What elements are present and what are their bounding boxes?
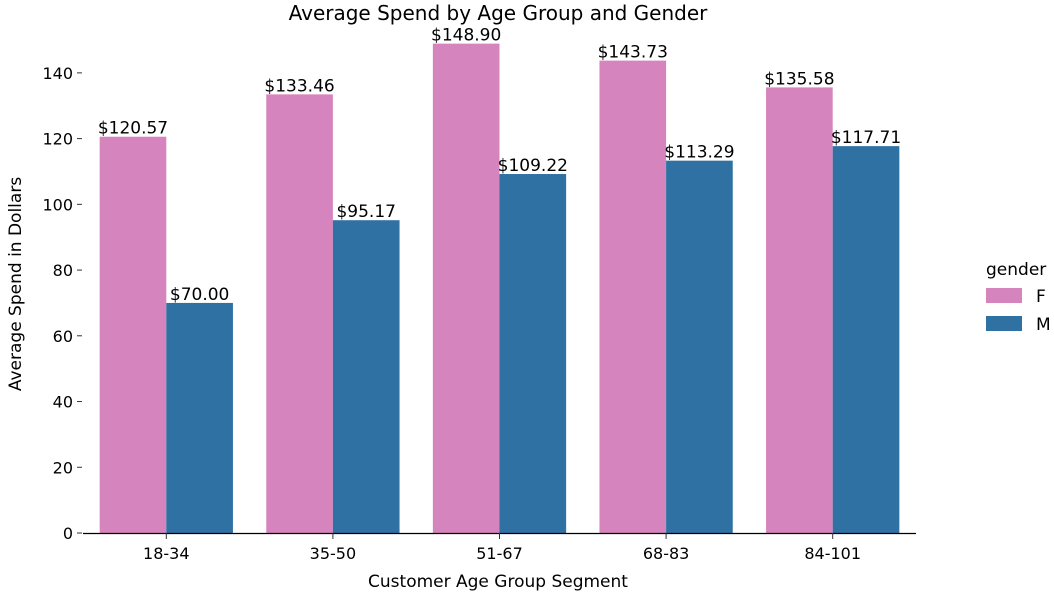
data-label-m-84-101: $117.71 [831, 128, 901, 148]
chart-title: Average Spend by Age Group and Gender [289, 1, 709, 25]
data-label-m-51-67: $109.22 [498, 156, 568, 176]
bar-f-18-34 [99, 136, 167, 534]
x-axis-title: Customer Age Group Segment [368, 572, 628, 592]
bar-m-35-50 [332, 220, 400, 533]
data-label-f-84-101: $135.58 [764, 69, 834, 89]
y-axis: 0 20 40 60 80 100 120 140 [42, 64, 82, 543]
bar-f-84-101 [766, 87, 833, 533]
bar-f-51-67 [432, 43, 500, 534]
y-tick-label: 100 [42, 195, 73, 214]
legend: gender FM [986, 260, 1051, 335]
y-tick-label: 120 [42, 130, 73, 149]
y-tick-label: 0 [63, 524, 73, 543]
x-tick-label: 68-83 [643, 544, 690, 563]
x-tick-label: 84-101 [804, 544, 861, 563]
legend-label-f: F [1036, 287, 1046, 307]
y-tick-label: 20 [53, 458, 73, 477]
bar-f-68-83 [599, 60, 667, 534]
x-tick-label: 51-67 [476, 544, 523, 563]
data-label-m-18-34: $70.00 [170, 285, 229, 305]
x-tick-label: 35-50 [310, 544, 357, 563]
bar-m-18-34 [166, 302, 233, 533]
bars: $120.57 $133.46 $148.90 $143.73 $135.58 $70.0… [98, 26, 901, 534]
data-label-m-68-83: $113.29 [664, 143, 734, 163]
y-tick-label: 60 [53, 327, 73, 346]
data-label-f-18-34: $120.57 [98, 119, 168, 139]
bar-m-51-67 [499, 174, 567, 533]
legend-swatch-f [986, 288, 1022, 303]
y-tick-label: 80 [53, 261, 73, 280]
x-axis: 18-34 35-50 51-67 68-83 84-101 [83, 532, 916, 563]
data-label-m-35-50: $95.17 [336, 202, 395, 222]
bar-m-84-101 [832, 146, 900, 533]
y-tick-label: 40 [53, 393, 73, 412]
legend-title: gender [986, 260, 1046, 280]
y-tick-label: 140 [42, 64, 73, 83]
y-axis-title: Average Spend in Dollars [6, 177, 26, 391]
x-tick-label: 18-34 [143, 544, 190, 563]
data-label-f-68-83: $143.73 [598, 43, 668, 63]
bar-m-68-83 [666, 160, 733, 533]
legend-swatch-m [986, 316, 1022, 331]
data-label-f-35-50: $133.46 [264, 76, 334, 96]
data-label-f-51-67: $148.90 [431, 26, 501, 46]
bar-f-35-50 [266, 94, 333, 534]
legend-label-m: M [1036, 315, 1051, 335]
